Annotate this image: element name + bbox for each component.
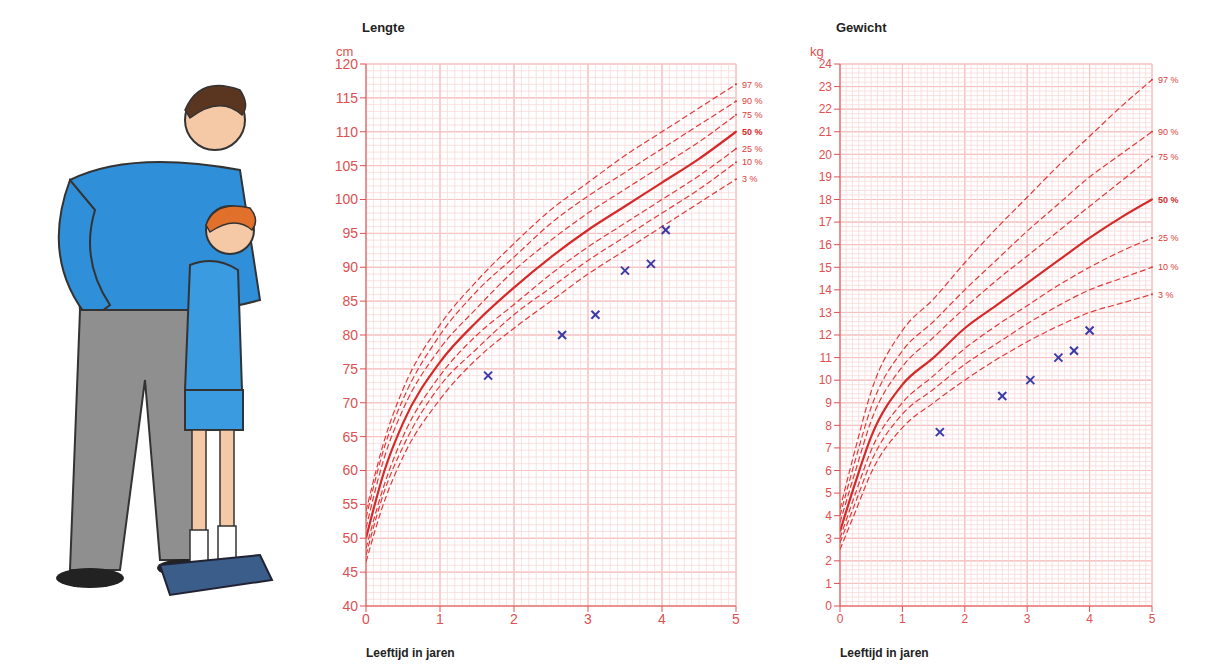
svg-text:40: 40 — [342, 598, 358, 614]
html-text:Leeftijd in jaren: Leeftijd in jaren — [366, 646, 455, 660]
svg-text:50 %: 50 % — [742, 127, 763, 137]
svg-text:75: 75 — [342, 361, 358, 377]
svg-text:90: 90 — [342, 259, 358, 275]
svg-text:1: 1 — [436, 611, 444, 627]
svg-text:3: 3 — [1024, 612, 1031, 626]
svg-text:23: 23 — [819, 80, 833, 94]
svg-text:70: 70 — [342, 395, 358, 411]
svg-text:16: 16 — [819, 238, 833, 252]
svg-text:8: 8 — [825, 419, 832, 433]
svg-text:90 %: 90 % — [742, 96, 763, 106]
svg-text:80: 80 — [342, 327, 358, 343]
svg-text:3: 3 — [825, 532, 832, 546]
svg-text:22: 22 — [819, 102, 833, 116]
svg-text:19: 19 — [819, 170, 833, 184]
svg-text:5: 5 — [732, 611, 740, 627]
svg-text:2: 2 — [510, 611, 518, 627]
svg-text:110: 110 — [336, 124, 359, 140]
svg-text:10 %: 10 % — [742, 157, 763, 167]
svg-text:13: 13 — [819, 306, 833, 320]
svg-text:4: 4 — [1086, 612, 1093, 626]
svg-text:3: 3 — [584, 611, 592, 627]
svg-text:115: 115 — [336, 90, 359, 106]
svg-text:90 %: 90 % — [1158, 127, 1179, 137]
svg-text:50 %: 50 % — [1158, 195, 1179, 205]
svg-text:20: 20 — [819, 148, 833, 162]
svg-text:24: 24 — [819, 57, 833, 71]
svg-text:10: 10 — [819, 373, 833, 387]
svg-text:9: 9 — [825, 396, 832, 410]
svg-text:5: 5 — [825, 486, 832, 500]
svg-text:120: 120 — [335, 56, 359, 72]
svg-text:95: 95 — [342, 225, 358, 241]
svg-text:3 %: 3 % — [742, 174, 758, 184]
svg-text:7: 7 — [825, 441, 832, 455]
svg-text:0: 0 — [362, 611, 370, 627]
svg-text:0: 0 — [825, 599, 832, 613]
svg-text:4: 4 — [825, 509, 832, 523]
svg-text:1: 1 — [825, 577, 832, 591]
svg-text:45: 45 — [342, 564, 358, 580]
svg-text:97 %: 97 % — [1158, 75, 1179, 85]
svg-text:105: 105 — [335, 158, 359, 174]
svg-text:50: 50 — [342, 530, 358, 546]
svg-text:55: 55 — [342, 496, 358, 512]
html-text:Lengte: Lengte — [362, 20, 405, 35]
svg-text:5: 5 — [1149, 612, 1156, 626]
svg-text:12: 12 — [819, 328, 833, 342]
html-text:kg: kg — [810, 44, 824, 59]
html-text:cm: cm — [336, 44, 354, 59]
svg-text:3 %: 3 % — [1158, 290, 1174, 300]
svg-text:4: 4 — [658, 611, 666, 627]
svg-text:6: 6 — [825, 464, 832, 478]
svg-text:17: 17 — [819, 215, 833, 229]
svg-text:10 %: 10 % — [1158, 262, 1179, 272]
svg-text:85: 85 — [342, 293, 358, 309]
svg-text:65: 65 — [342, 429, 358, 445]
svg-text:11: 11 — [820, 351, 833, 365]
svg-text:2: 2 — [825, 554, 832, 568]
svg-text:21: 21 — [819, 125, 833, 139]
svg-text:15: 15 — [819, 261, 833, 275]
svg-text:100: 100 — [335, 191, 359, 207]
svg-text:2: 2 — [961, 612, 968, 626]
svg-text:97 %: 97 % — [742, 80, 763, 90]
svg-text:18: 18 — [819, 193, 833, 207]
svg-text:60: 60 — [342, 462, 358, 478]
svg-text:1: 1 — [899, 612, 906, 626]
html-text:Leeftijd in jaren: Leeftijd in jaren — [840, 646, 929, 660]
svg-text:14: 14 — [819, 283, 833, 297]
svg-text:0: 0 — [837, 612, 844, 626]
svg-text:25 %: 25 % — [742, 144, 763, 154]
svg-text:75 %: 75 % — [1158, 152, 1179, 162]
svg-text:75 %: 75 % — [742, 110, 763, 120]
html-text:Gewicht: Gewicht — [836, 20, 887, 35]
svg-text:25 %: 25 % — [1158, 233, 1179, 243]
